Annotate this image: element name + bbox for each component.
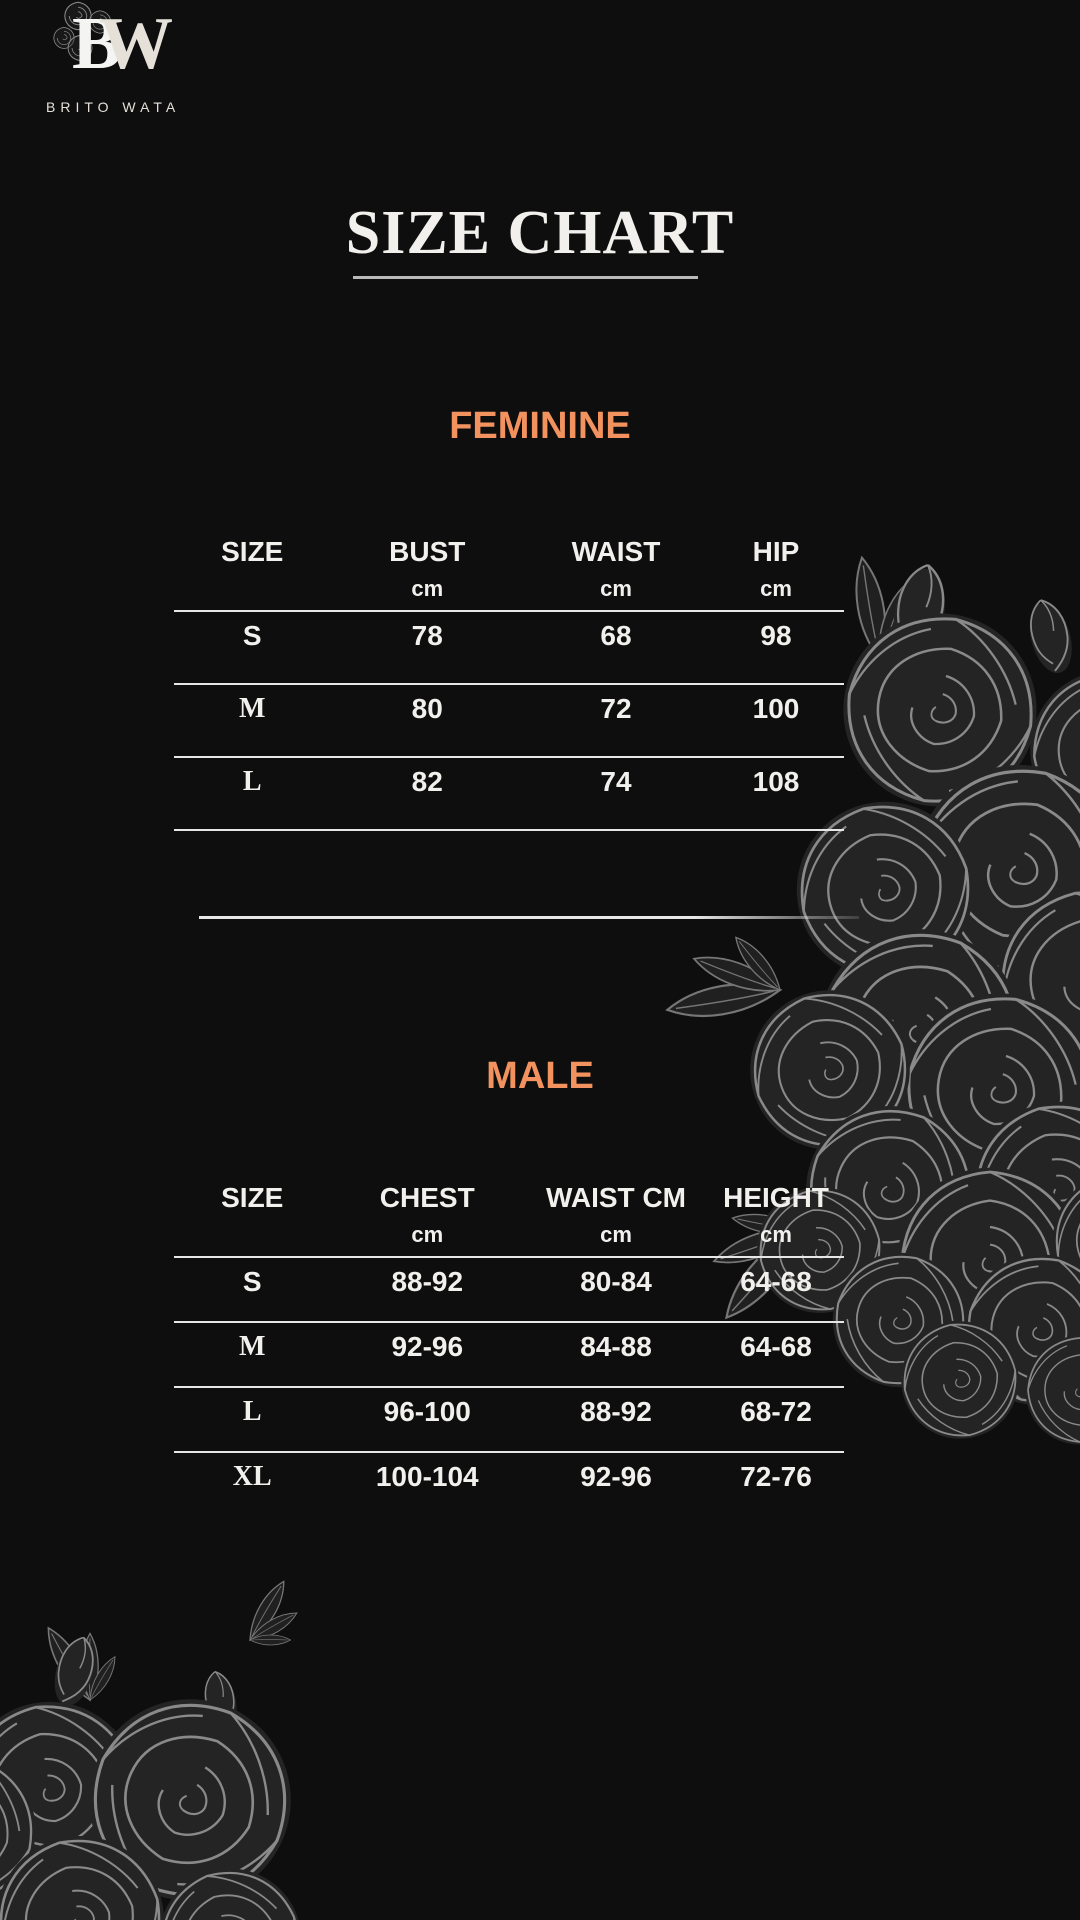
svg-text:W: W (99, 3, 173, 85)
svg-text:BRITO WATA: BRITO WATA (46, 99, 180, 115)
